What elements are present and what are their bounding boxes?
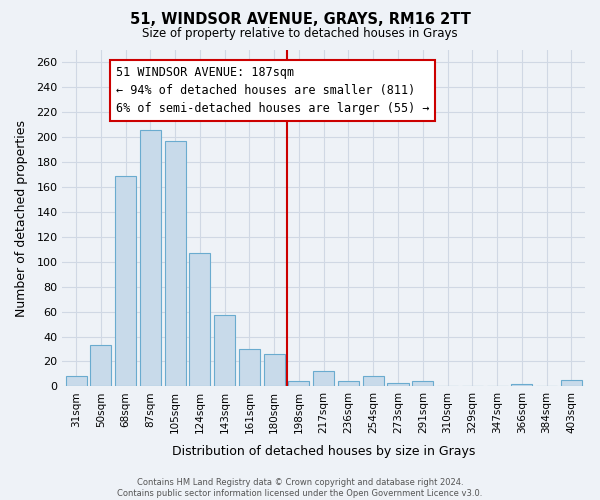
Bar	[164, 141, 185, 386]
Bar	[388, 382, 409, 386]
Bar	[91, 346, 112, 387]
X-axis label: Distribution of detached houses by size in Grays: Distribution of detached houses by size …	[172, 444, 475, 458]
Bar	[412, 382, 433, 386]
Text: Size of property relative to detached houses in Grays: Size of property relative to detached ho…	[142, 28, 458, 40]
Bar	[263, 354, 285, 386]
Bar	[115, 176, 136, 386]
Bar	[289, 382, 310, 386]
Text: 51, WINDSOR AVENUE, GRAYS, RM16 2TT: 51, WINDSOR AVENUE, GRAYS, RM16 2TT	[130, 12, 470, 28]
Bar	[511, 384, 532, 386]
Bar	[239, 349, 260, 387]
Text: 51 WINDSOR AVENUE: 187sqm
← 94% of detached houses are smaller (811)
6% of semi-: 51 WINDSOR AVENUE: 187sqm ← 94% of detac…	[116, 66, 429, 115]
Bar	[65, 376, 86, 386]
Bar	[561, 380, 582, 386]
Y-axis label: Number of detached properties: Number of detached properties	[15, 120, 28, 316]
Bar	[140, 130, 161, 386]
Text: Contains HM Land Registry data © Crown copyright and database right 2024.
Contai: Contains HM Land Registry data © Crown c…	[118, 478, 482, 498]
Bar	[190, 253, 211, 386]
Bar	[214, 316, 235, 386]
Bar	[363, 376, 384, 386]
Bar	[313, 372, 334, 386]
Bar	[338, 382, 359, 386]
